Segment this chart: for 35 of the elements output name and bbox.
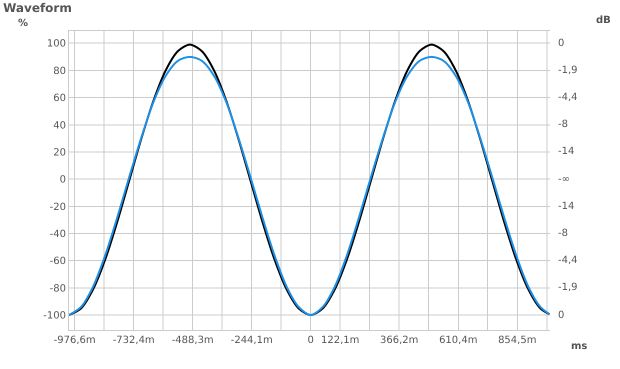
text: -4,4: [558, 255, 578, 266]
text: -14: [558, 146, 574, 157]
y-tick-label: 20: [53, 147, 66, 158]
text: 0: [558, 310, 564, 321]
text: 0: [558, 38, 564, 49]
text: -4,4: [558, 92, 578, 103]
x-tick-label: -976,6m: [54, 335, 96, 346]
text: -∞: [558, 174, 570, 185]
x-tick-label: 0: [308, 335, 314, 346]
text: -8: [558, 228, 568, 239]
text: -8: [558, 119, 568, 130]
text: -14: [558, 201, 574, 212]
y-tick-label: 60: [53, 93, 66, 104]
text: -1,9: [558, 282, 578, 293]
y2-axis-title: dB: [596, 15, 611, 26]
x-tick-label: -488,3m: [172, 335, 214, 346]
y-tick-label: -60: [50, 256, 66, 268]
y-axis-title: %: [18, 18, 28, 29]
y-tick-label: 40: [53, 120, 66, 132]
y-tick-label: -80: [50, 283, 66, 294]
x-tick-label: 610,4m: [439, 335, 478, 346]
y-tick-label: 100: [46, 38, 66, 50]
x-tick-label: -732,4m: [112, 335, 155, 346]
x-tick-label: 854,5m: [498, 335, 536, 346]
x-tick-label: 122,1m: [321, 335, 360, 346]
x-tick-label: 366,2m: [380, 335, 418, 346]
y-tick-label: 0: [60, 174, 66, 186]
y-tick-label: -40: [50, 229, 66, 240]
chart-title: Waveform: [3, 1, 72, 16]
text: -1,9: [558, 65, 578, 76]
y-tick-label: 80: [53, 66, 66, 77]
x-axis-title: ms: [571, 341, 588, 352]
y-tick-label: -20: [50, 202, 66, 213]
y-tick-label: -100: [43, 310, 66, 322]
x-tick-label: -244,1m: [230, 335, 273, 346]
